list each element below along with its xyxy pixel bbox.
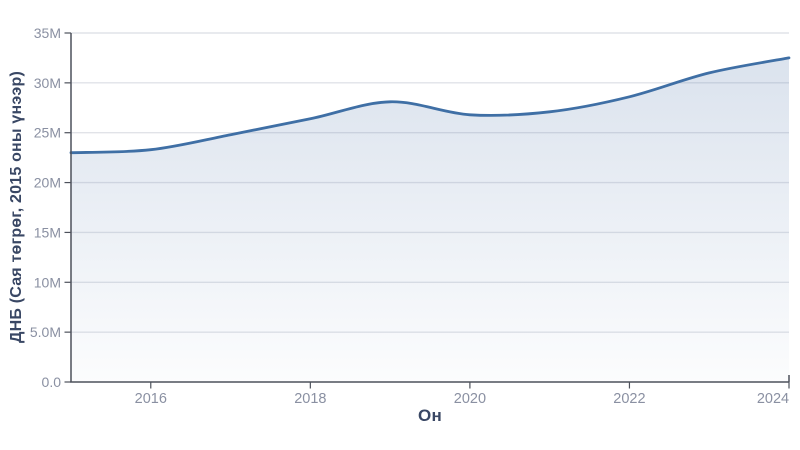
y-tick-label: 35M (34, 25, 61, 41)
gdp-line (69, 56, 791, 155)
y-tick-label: 5.0M (30, 324, 61, 340)
y-tick-label: 15M (34, 224, 61, 240)
x-axis-title: Он (418, 406, 442, 425)
y-tick-label: 30M (34, 75, 61, 91)
x-tick-label: 2022 (613, 391, 645, 407)
x-tick-label: 2016 (135, 391, 167, 407)
y-tick-label: 20M (34, 175, 61, 191)
x-tick-label: 2020 (454, 391, 486, 407)
y-tick-label: 25M (34, 125, 61, 141)
x-tick-label: 2018 (294, 391, 326, 407)
area-fill (71, 57, 789, 383)
x-tick-label: 2024 (757, 391, 789, 407)
y-axis-title: ДНБ (Сая төгрөг, 2015 оны үнээр) (8, 71, 25, 343)
y-tick-label: 0.0 (42, 374, 62, 390)
y-tick-label: 10M (34, 274, 61, 290)
